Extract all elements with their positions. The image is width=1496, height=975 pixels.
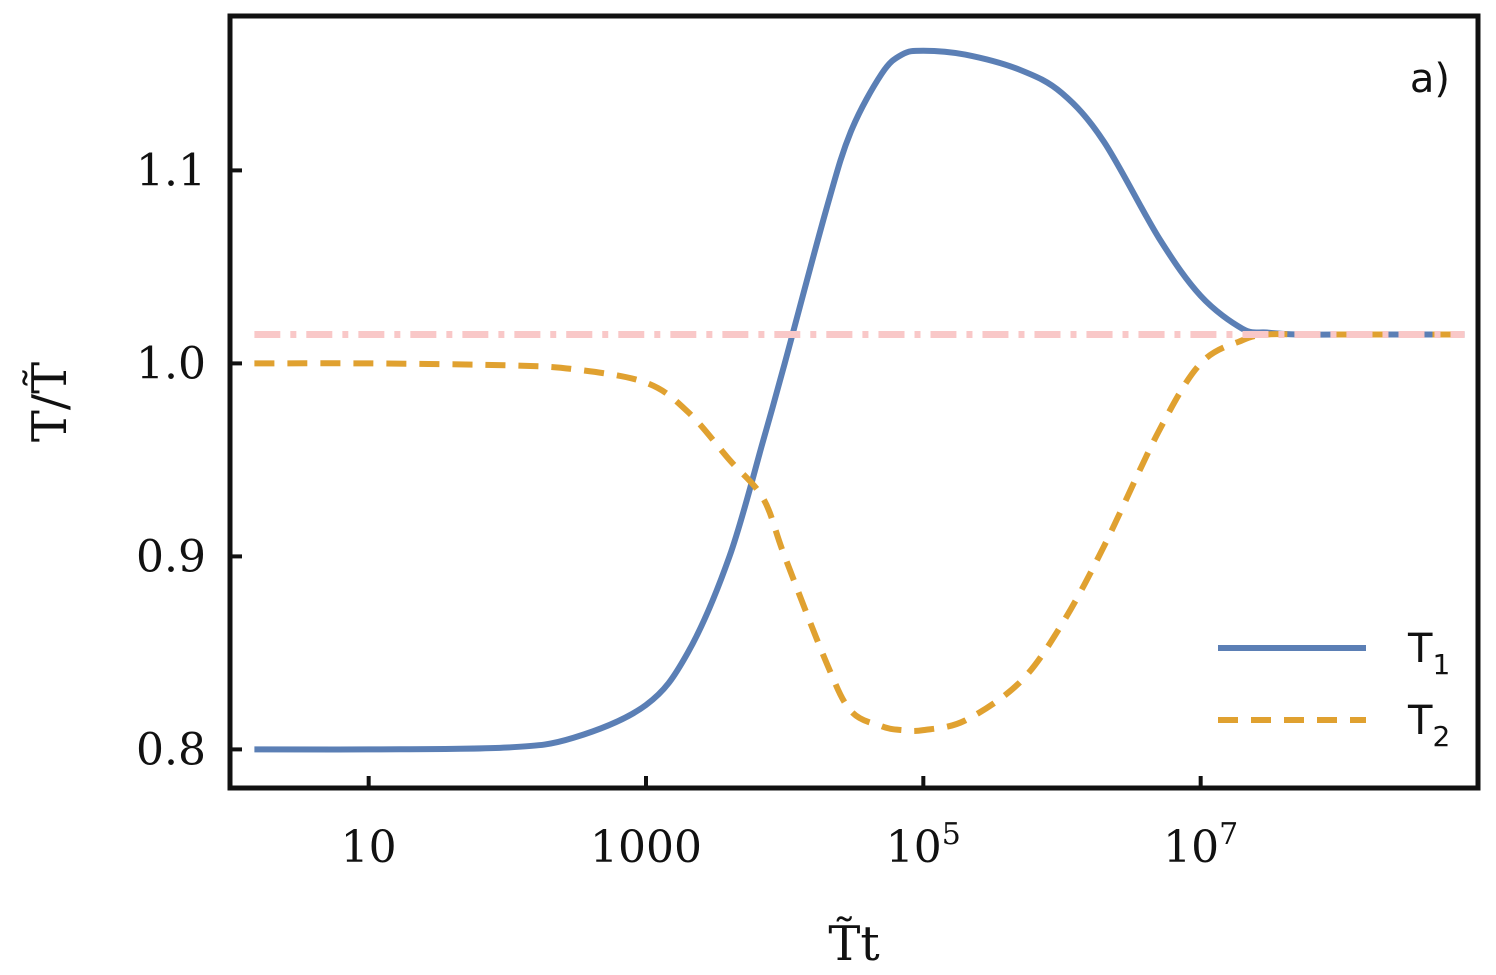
- plot-frame: [227, 13, 1481, 791]
- ticks-layer: 10 1000 105 107 0.8 0.9 1.0 1.1: [136, 145, 1238, 873]
- panel-label: a): [1410, 56, 1450, 102]
- y-tick-label-2: 0.9: [136, 531, 206, 582]
- legend-label-1: T1: [1407, 626, 1450, 681]
- y-tick-label-4: 1.1: [136, 145, 206, 196]
- x-tick-label-3: 105: [886, 817, 961, 873]
- x-tick-label-1: 10: [341, 822, 397, 873]
- x-tick-label-2: 1000: [590, 822, 702, 873]
- x-axis-label: T̃t: [828, 914, 879, 972]
- y-tick-label-3: 1.0: [136, 338, 206, 389]
- series-line-2: [254, 331, 1465, 734]
- series-line-1: [254, 47, 1465, 753]
- y-axis-label: T/T̃: [20, 362, 78, 442]
- y-tick-label-1: 0.8: [136, 724, 206, 775]
- series-layer: [254, 47, 1465, 753]
- x-tick-label-4: 107: [1163, 817, 1238, 873]
- legend-label-2: T2: [1407, 698, 1450, 753]
